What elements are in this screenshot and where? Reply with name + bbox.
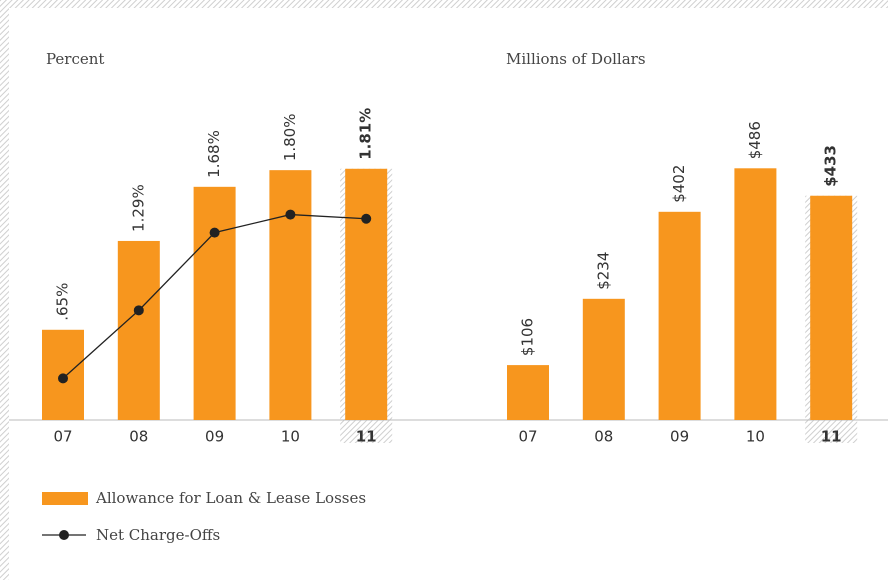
subtitle: Percent <box>46 50 104 68</box>
bar <box>193 186 236 420</box>
top-stripe <box>0 0 888 8</box>
bar <box>582 298 625 420</box>
value-label: $106 <box>519 318 537 356</box>
x-tick-label: 07 <box>518 428 537 446</box>
legend-swatch <box>42 492 88 505</box>
legend-marker <box>59 530 69 540</box>
x-tick-label: 07 <box>53 428 72 446</box>
legend-label: Net Charge-Offs <box>96 526 220 544</box>
subtitle: Millions of Dollars <box>506 50 646 68</box>
line-marker <box>209 227 220 238</box>
x-tick-label: 09 <box>670 428 689 446</box>
x-tick-label: 09 <box>205 428 224 446</box>
bar <box>269 170 312 420</box>
x-tick-label: 10 <box>746 428 765 446</box>
value-label: $433 <box>822 145 840 187</box>
line-marker <box>285 209 296 220</box>
bar <box>810 195 853 420</box>
x-tick-label: 08 <box>129 428 148 446</box>
x-tick-label: 11 <box>356 428 377 446</box>
legend-label: Allowance for Loan & Lease Losses <box>95 489 366 507</box>
value-label: $234 <box>594 252 612 290</box>
value-label: 1.80% <box>281 114 299 162</box>
line-marker <box>58 373 68 384</box>
x-tick-label: 08 <box>594 428 613 446</box>
value-label: 1.81% <box>357 108 375 160</box>
left-stripe <box>0 8 9 580</box>
value-label: $402 <box>670 165 688 203</box>
line-marker <box>361 213 372 224</box>
bar <box>117 240 160 420</box>
x-tick-label: 11 <box>821 428 842 446</box>
bar <box>507 365 549 420</box>
value-label: .65% <box>54 283 72 321</box>
x-tick-label: 10 <box>281 428 300 446</box>
value-label: 1.68% <box>205 130 223 178</box>
value-label: $486 <box>746 121 764 159</box>
value-label: 1.29% <box>129 184 147 232</box>
bar <box>734 168 777 420</box>
bar <box>658 211 701 420</box>
line-marker <box>133 305 144 316</box>
bar <box>345 168 388 420</box>
